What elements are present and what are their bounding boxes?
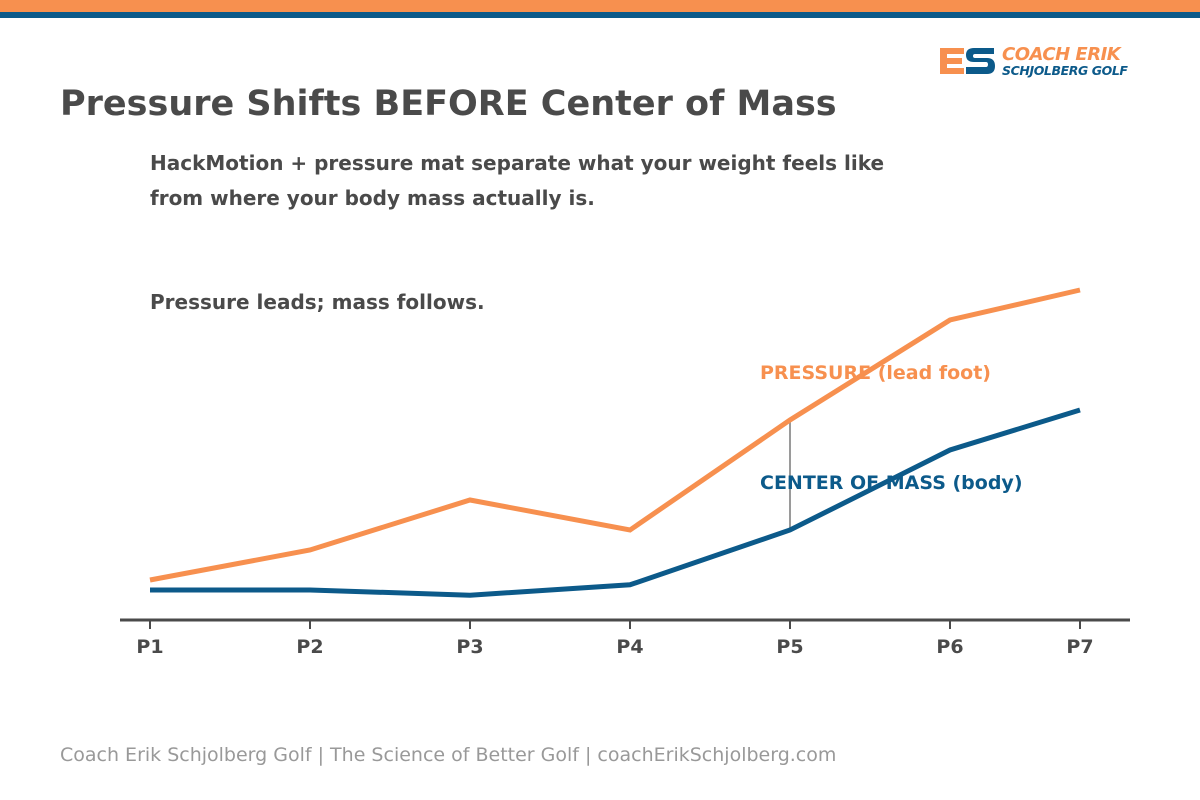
center-of-mass-series-line xyxy=(150,407,1081,598)
subtitle-line-2: from where your body mass actually is. xyxy=(150,186,595,210)
subtitle-line-1: HackMotion + pressure mat separate what … xyxy=(150,151,885,175)
page-title: Pressure Shifts BEFORE Center of Mass xyxy=(60,84,837,124)
brand-monogram-icon xyxy=(940,48,995,74)
x-tick-label-p1: P1 xyxy=(136,636,163,658)
x-tick-label-p6: P6 xyxy=(936,636,963,658)
x-tick-label-p3: P3 xyxy=(456,636,483,658)
x-tick-label-p4: P4 xyxy=(616,636,643,658)
x-tick-label-p5: P5 xyxy=(776,636,803,658)
x-tick-label-p7: P7 xyxy=(1066,636,1093,658)
pressure-series-label: PRESSURE (lead foot) xyxy=(760,362,991,384)
brand-logo: COACH ERIK SCHJOLBERG GOLF xyxy=(938,44,1158,80)
subtitle: HackMotion + pressure mat separate what … xyxy=(150,146,1010,216)
center-of-mass-series-label: CENTER OF MASS (body) xyxy=(760,472,1023,494)
pressure-series-line xyxy=(149,287,1081,583)
top-accent-stripe xyxy=(0,12,1200,18)
brand-name-line2: SCHJOLBERG GOLF xyxy=(1002,63,1128,78)
x-tick-label-p2: P2 xyxy=(296,636,323,658)
chart-note: Pressure leads; mass follows. xyxy=(150,290,485,314)
brand-name-line1: COACH ERIK xyxy=(1002,44,1121,65)
footer-text: Coach Erik Schjolberg Golf | The Science… xyxy=(60,744,837,766)
top-accent-band xyxy=(0,0,1200,12)
